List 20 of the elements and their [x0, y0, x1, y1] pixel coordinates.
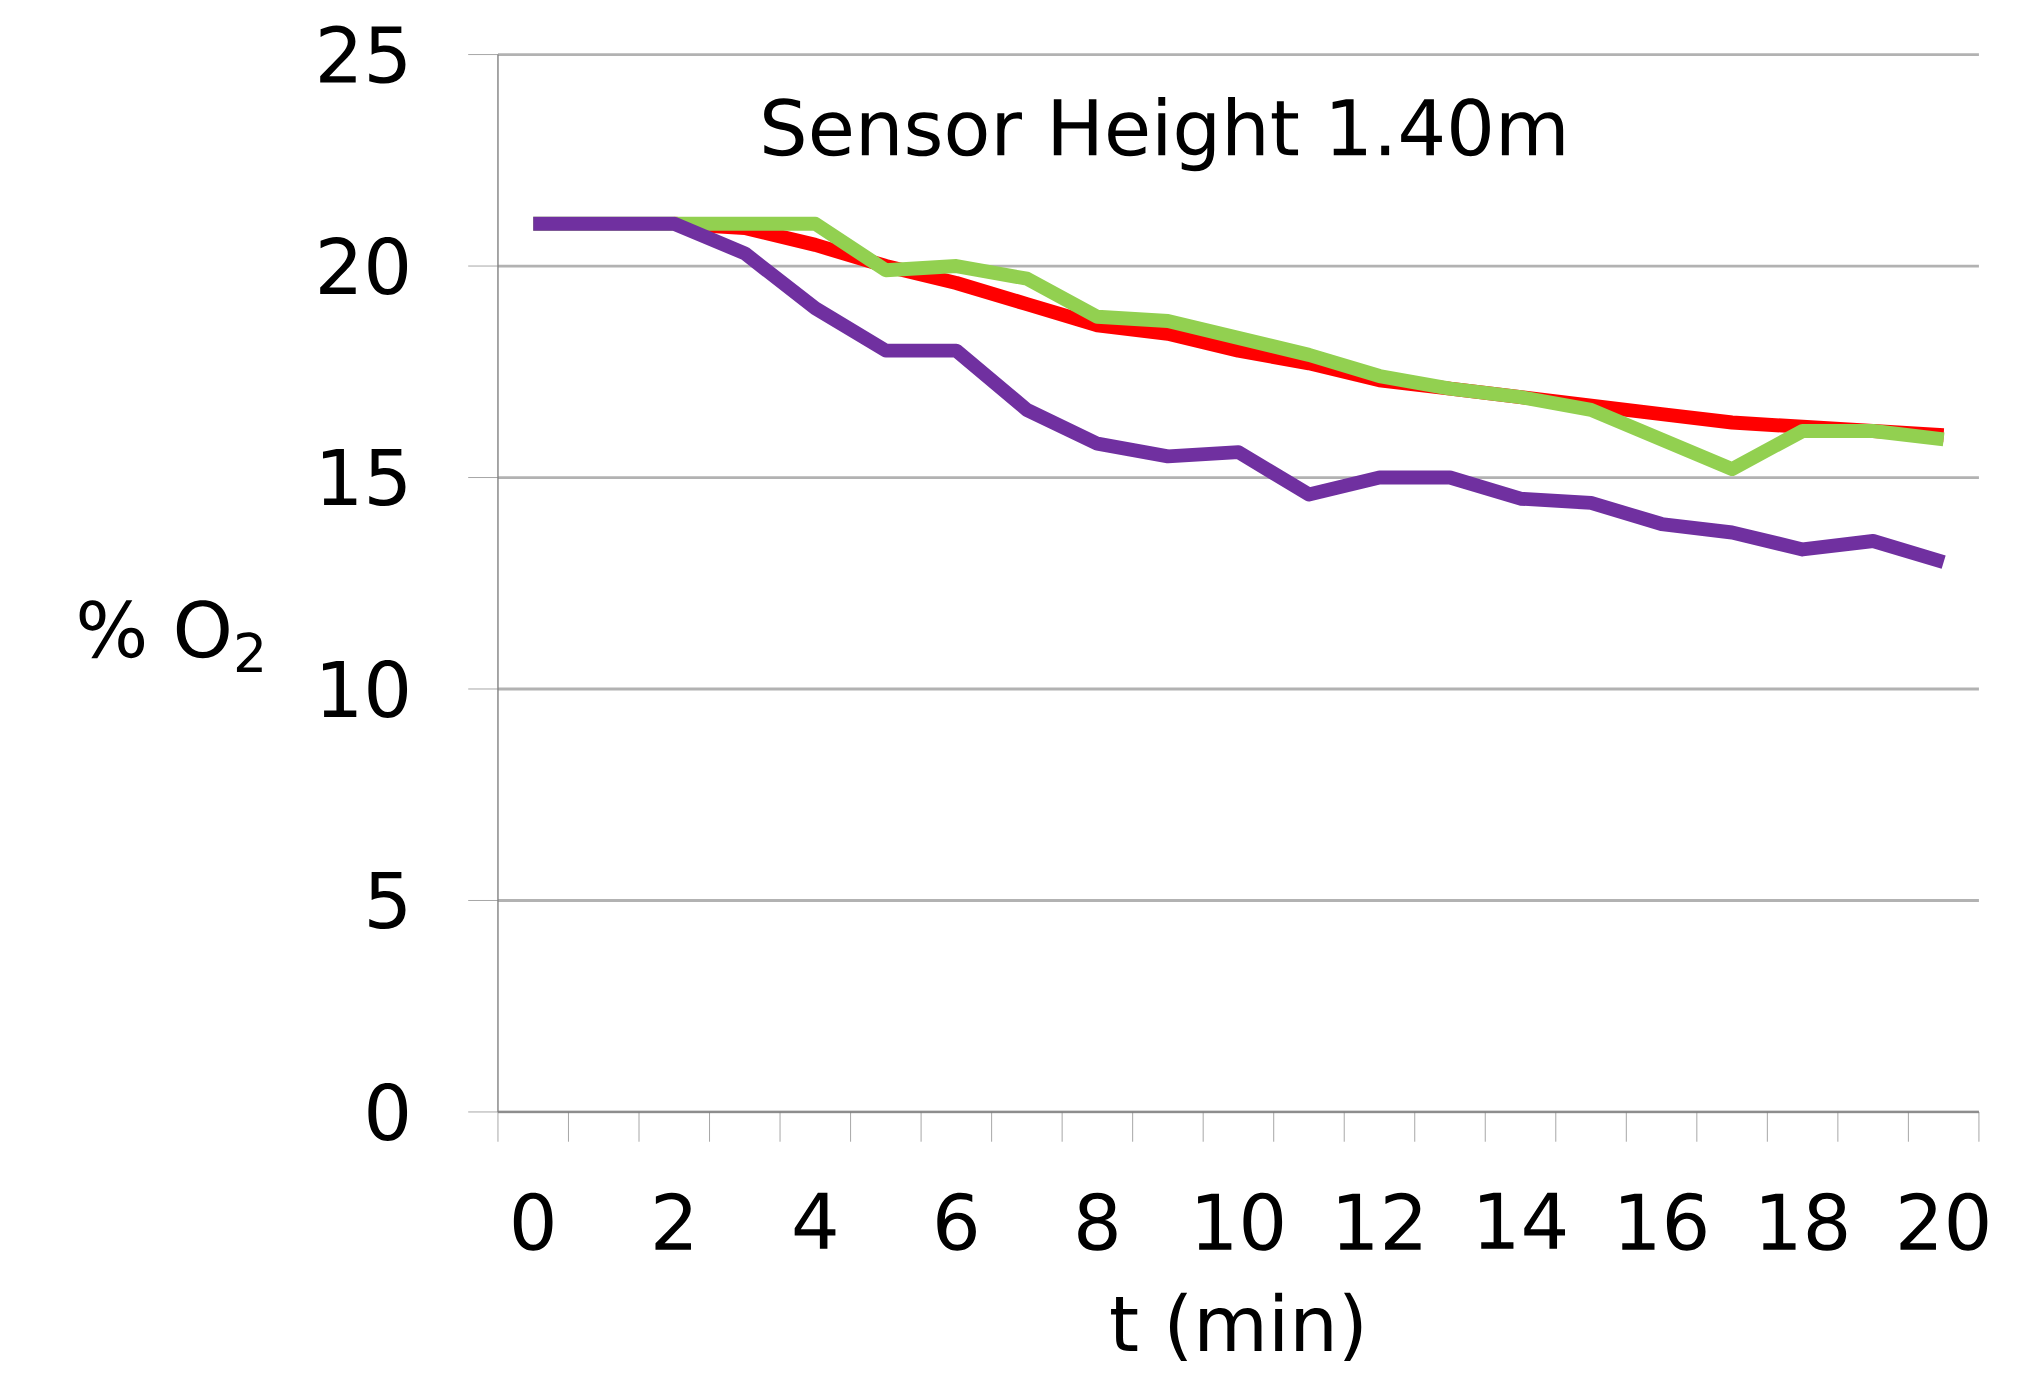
text: Sensor Height 1.40m: [764, 97, 1564, 172]
y-tick-label: 25: [320, 25, 406, 84]
x-tick-label: 2: [655, 1192, 691, 1250]
x-tick-label: 18: [1762, 1192, 1847, 1251]
y-tick-label: 20: [320, 237, 408, 296]
x-tick-label: 6: [937, 1192, 976, 1251]
y-axis-title: % O$_{2}$: [79, 600, 262, 673]
x-tick-label: 10: [1198, 1192, 1283, 1251]
x-tick-label: 0: [513, 1192, 553, 1251]
x-tick-label: 4: [794, 1192, 836, 1249]
x-tick-label: 14: [1480, 1192, 1566, 1249]
x-tick-label: 8: [1078, 1192, 1117, 1251]
x-tick-label: 12: [1339, 1192, 1421, 1250]
x-tick-label: 16: [1621, 1192, 1706, 1251]
x-axis-title: t (min): [1111, 1292, 1362, 1362]
x-tick-label: 20: [1900, 1192, 1988, 1251]
y-tick-label: 15: [323, 449, 406, 507]
y-tick-label: 0: [368, 1083, 408, 1142]
y-tick-label: 5: [369, 872, 406, 930]
y-tick-label: 10: [323, 660, 408, 719]
